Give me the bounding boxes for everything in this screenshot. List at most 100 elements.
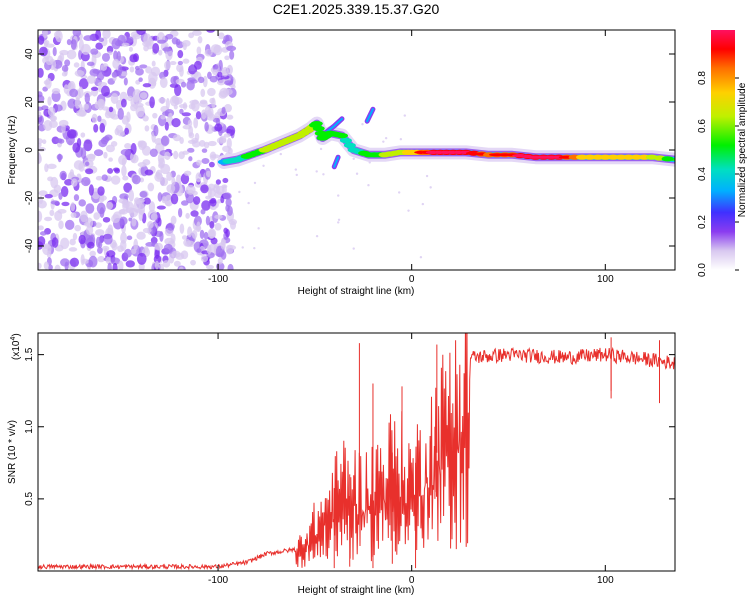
noise-blob (229, 50, 235, 60)
track-hotspot (312, 125, 325, 132)
noise-blob (164, 60, 171, 70)
noise-blob (42, 139, 47, 145)
noise-blob (209, 220, 215, 229)
noise-blob (185, 192, 195, 204)
noise-blob (130, 142, 137, 155)
noise-blob (191, 229, 198, 239)
noise-blob (201, 148, 208, 153)
noise-blob (151, 60, 156, 67)
noise-dot (355, 172, 359, 175)
noise-blob (226, 114, 234, 120)
noise-blob (157, 39, 167, 44)
noise-blob (85, 203, 95, 214)
noise-blob (129, 54, 138, 63)
spectrogram-y-tick-label: 0 (24, 147, 35, 153)
noise-blob (143, 197, 151, 205)
colorbar-tick-label: 0.8 (697, 71, 708, 85)
noise-blob (78, 39, 84, 52)
noise-blob (43, 261, 49, 270)
noise-blob (70, 178, 78, 187)
noise-blob (179, 137, 184, 144)
noise-blob (111, 214, 121, 224)
noise-blob (201, 200, 211, 211)
noise-blob (190, 210, 199, 217)
noise-blob (55, 30, 63, 43)
noise-blob (142, 83, 152, 88)
noise-blob (49, 209, 55, 216)
noise-blob (223, 133, 231, 138)
noise-blob (100, 64, 108, 71)
noise-blob (110, 257, 121, 265)
noise-blob (126, 235, 133, 241)
noise-blob (120, 71, 128, 77)
noise-blob (185, 212, 190, 219)
noise-blob (197, 36, 203, 44)
noise-blob (196, 159, 202, 166)
noise-blob (214, 214, 223, 219)
noise-blob (97, 115, 102, 122)
noise-blob (206, 30, 216, 33)
noise-blob (120, 98, 127, 108)
noise-blob (224, 80, 234, 86)
noise-blob (126, 111, 131, 123)
noise-blob (111, 71, 118, 78)
noise-blob (122, 175, 129, 181)
noise-blob (107, 224, 114, 237)
noise-blob (222, 88, 233, 96)
noise-blob (96, 202, 106, 215)
noise-blob (135, 102, 144, 108)
noise-blob (210, 154, 220, 159)
noise-blob (51, 237, 59, 248)
noise-blob (80, 147, 87, 160)
noise-blob (195, 172, 202, 183)
noise-blob (149, 148, 158, 158)
noise-blob (199, 100, 208, 108)
noise-blob (73, 62, 80, 68)
noise-dot (361, 123, 364, 126)
noise-blob (120, 232, 128, 244)
noise-blob (148, 201, 156, 213)
noise-dot (257, 227, 260, 230)
noise-blob (70, 212, 77, 218)
noise-blob (45, 43, 55, 48)
noise-blob (118, 198, 128, 204)
noise-blob (178, 266, 184, 270)
noise-blob (90, 86, 99, 91)
noise-blob (180, 81, 187, 88)
noise-blob (42, 244, 51, 249)
noise-blob (66, 129, 77, 139)
noise-blob (185, 184, 196, 195)
colorbar-tick-label: 0.6 (697, 119, 708, 133)
noise-blob (74, 224, 82, 232)
noise-blob (223, 227, 229, 234)
noise-blob (38, 94, 45, 103)
noise-dot (384, 136, 388, 140)
noise-blob (225, 244, 234, 255)
noise-blob (188, 156, 193, 162)
noise-dot (319, 147, 323, 151)
noise-blob (60, 185, 69, 198)
snr-y-tick-label: 1.5 (24, 347, 35, 361)
noise-blob (38, 210, 43, 223)
noise-blob (162, 260, 171, 268)
noise-blob (127, 95, 133, 102)
lower-branch-core (333, 156, 340, 168)
noise-blob (107, 168, 114, 174)
noise-blob (174, 97, 183, 105)
noise-blob (61, 123, 66, 134)
noise-blob (106, 45, 114, 54)
noise-blob (38, 114, 44, 126)
spectrogram-y-axis-label: Frequency (Hz) (7, 116, 18, 185)
noise-blob (159, 77, 168, 89)
noise-blob (222, 177, 229, 184)
noise-blob (210, 237, 218, 245)
noise-blob (108, 157, 113, 162)
noise-blob (38, 262, 42, 269)
noise-blob (153, 124, 159, 137)
noise-blob (97, 247, 103, 254)
noise-dot (241, 246, 244, 249)
noise-blob (206, 244, 212, 255)
snr-scale-exponent: 4 (10, 337, 17, 341)
noise-blob (54, 264, 61, 270)
